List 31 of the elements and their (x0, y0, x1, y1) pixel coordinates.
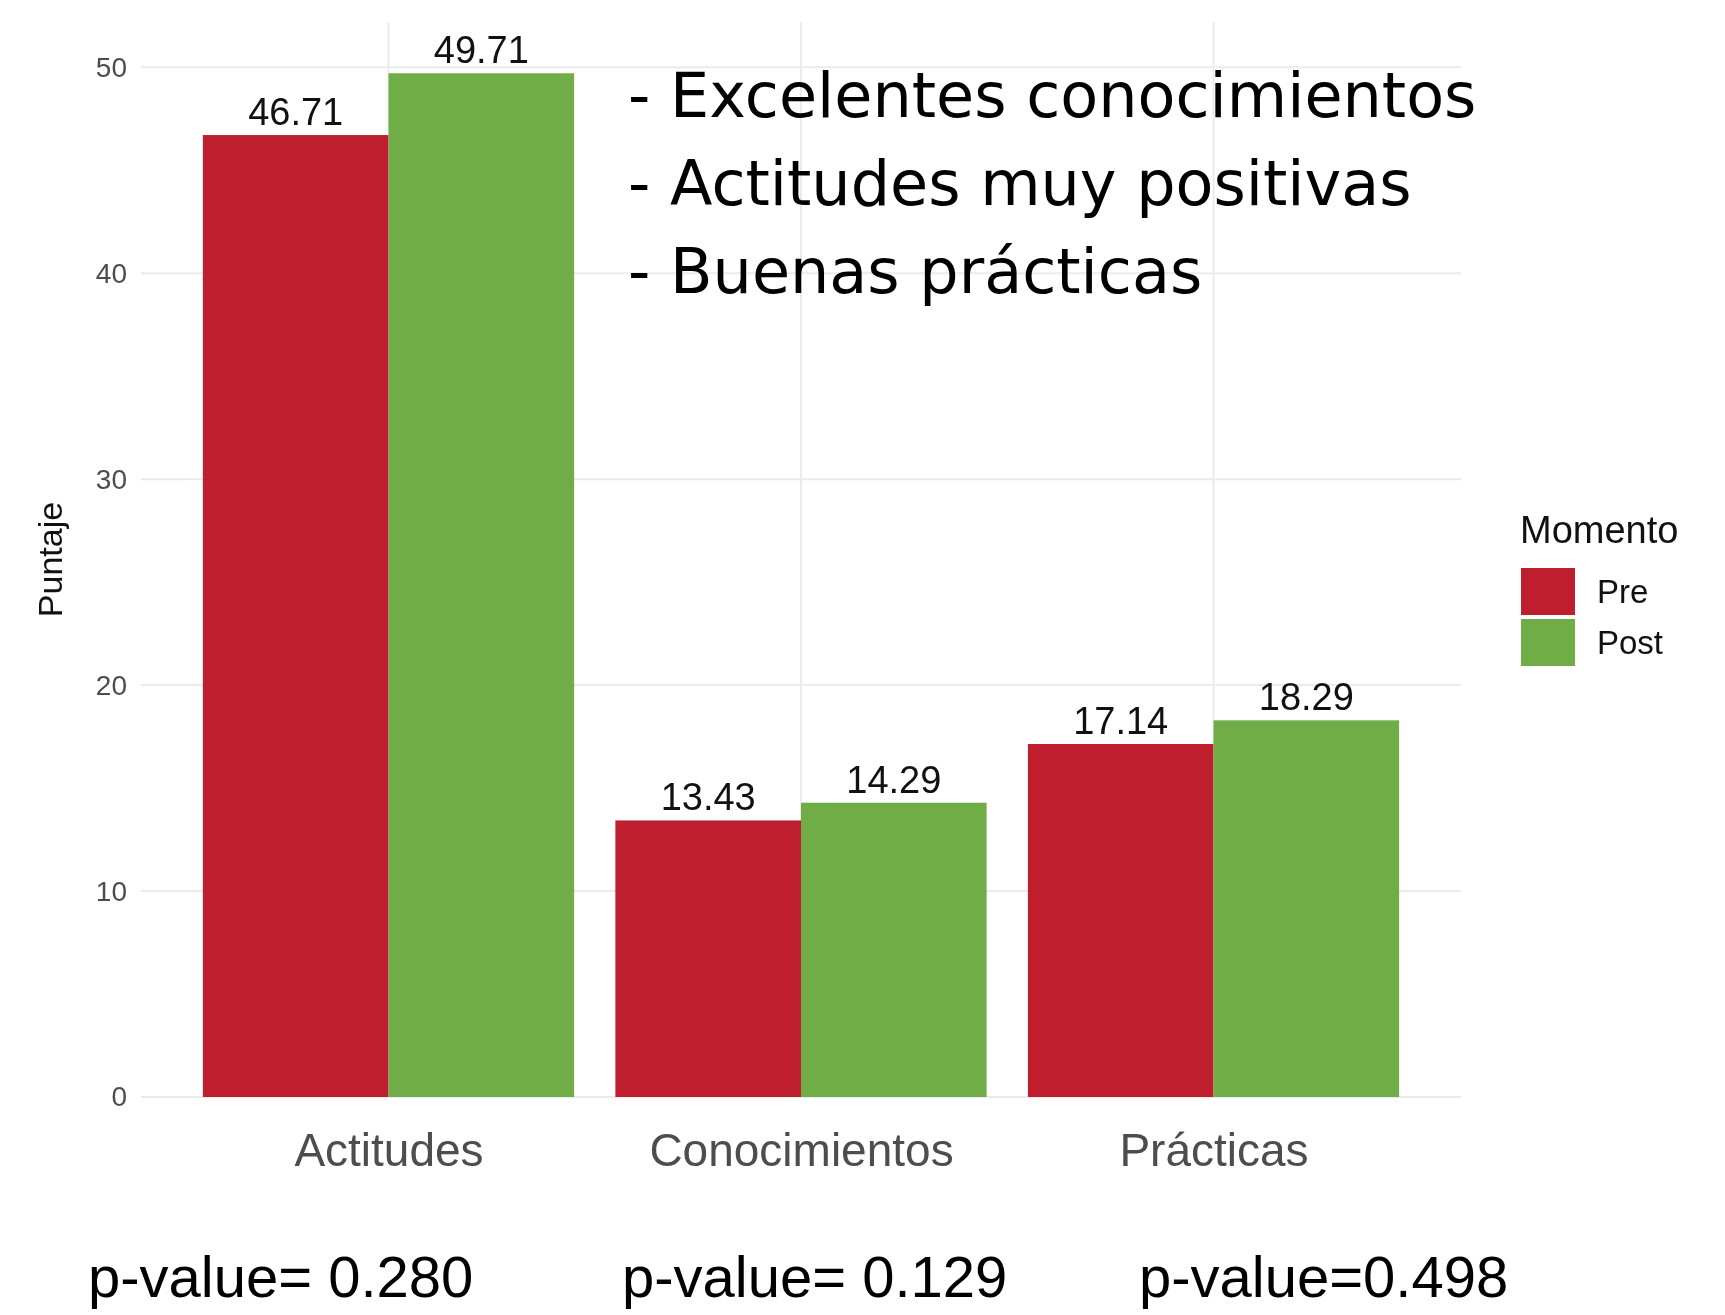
x-tick-label: Prácticas (1119, 1123, 1309, 1176)
bar (1027, 744, 1214, 1097)
annotation: - Excelentes conocimientos (628, 59, 1477, 132)
bar (801, 802, 987, 1097)
data-label: 46.71 (248, 91, 344, 134)
annotation: - Buenas prácticas (628, 235, 1203, 308)
legend-label: Pre (1597, 573, 1649, 610)
legend-title: Momento (1520, 509, 1679, 551)
data-label: 18.29 (1258, 676, 1354, 719)
text: p-value=0.498 (1139, 1244, 1509, 1309)
data-label: 13.43 (660, 776, 756, 819)
bar (1213, 720, 1400, 1097)
bar (615, 820, 801, 1097)
bar (202, 135, 389, 1097)
y-tick-label: 50 (95, 51, 127, 83)
bar (388, 73, 575, 1097)
x-tick-label: Conocimientos (649, 1123, 954, 1176)
y-tick-label: 20 (95, 669, 127, 701)
data-label: 49.71 (433, 29, 529, 72)
text: p-value= 0.280 (88, 1244, 474, 1309)
text: p-value= 0.129 (622, 1244, 1008, 1309)
x-tick-label: Actitudes (294, 1123, 484, 1176)
annotation: - Actitudes muy positivas (628, 147, 1412, 220)
legend-label: Post (1597, 624, 1664, 661)
y-axis-title: Puntaje (31, 501, 69, 618)
data-label: 17.14 (1073, 700, 1169, 743)
y-tick-label: 40 (95, 257, 127, 289)
y-tick-label: 0 (111, 1081, 127, 1113)
y-tick-label: 10 (95, 875, 127, 907)
y-tick-label: 30 (95, 463, 127, 495)
data-label: 14.29 (846, 758, 942, 801)
